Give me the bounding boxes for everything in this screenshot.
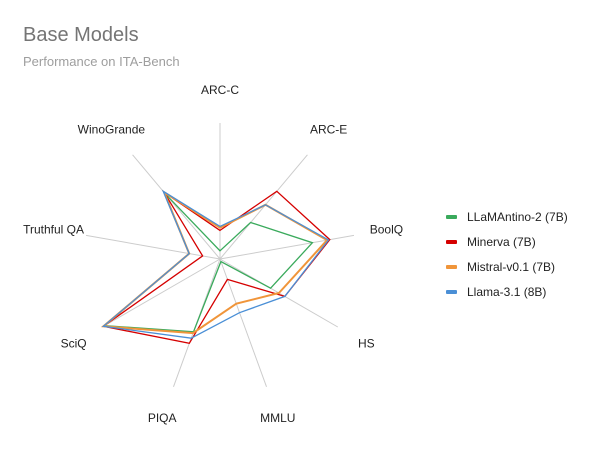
axis-labels: ARC-C ARC-E BoolQ HS MMLU PIQA SciQ Truthful QA… xyxy=(23,83,403,425)
legend-swatch-icon xyxy=(446,214,457,219)
legend-swatch-icon xyxy=(446,239,457,244)
series-polygon[interactable] xyxy=(101,190,331,345)
axis-spoke xyxy=(101,258,221,328)
axis-spoke xyxy=(219,258,267,387)
legend-swatch-icon xyxy=(446,264,457,269)
axis-label: ARC-E xyxy=(310,123,347,137)
axis-spoke xyxy=(219,154,308,260)
legend-item[interactable]: Minerva (7B) xyxy=(446,229,568,254)
axis-label: WinoGrande xyxy=(78,123,146,137)
legend-label: Llama-3.1 (8B) xyxy=(467,284,547,299)
legend: LLaMAntino-2 (7B) Minerva (7B) Mistral-v… xyxy=(446,204,568,304)
axis-spoke xyxy=(132,154,221,260)
legend-item[interactable]: Llama-3.1 (8B) xyxy=(446,279,568,304)
axis-label: Truthful QA xyxy=(23,223,84,237)
chart-title: Base Models xyxy=(23,24,139,46)
data-series xyxy=(100,189,331,345)
series-polygon[interactable] xyxy=(101,189,330,339)
legend-label: Mistral-v0.1 (7B) xyxy=(467,259,556,274)
axis-label: ARC-C xyxy=(201,83,239,97)
legend-label: Minerva (7B) xyxy=(467,234,536,249)
axis-label: BoolQ xyxy=(370,223,403,237)
chart-subtitle: Performance on ITA-Bench xyxy=(23,54,180,69)
axis-label: PIQA xyxy=(148,411,177,425)
axis-spoke xyxy=(85,234,221,260)
legend-label: LLaMAntino-2 (7B) xyxy=(467,209,568,224)
axis-label: MMLU xyxy=(260,411,295,425)
axis-spoke xyxy=(219,234,355,260)
legend-swatch-icon xyxy=(446,289,457,294)
legend-item[interactable]: Mistral-v0.1 (7B) xyxy=(446,254,568,279)
axis-label: SciQ xyxy=(61,337,87,351)
axis-label: HS xyxy=(358,337,375,351)
legend-item[interactable]: LLaMAntino-2 (7B) xyxy=(446,204,568,229)
